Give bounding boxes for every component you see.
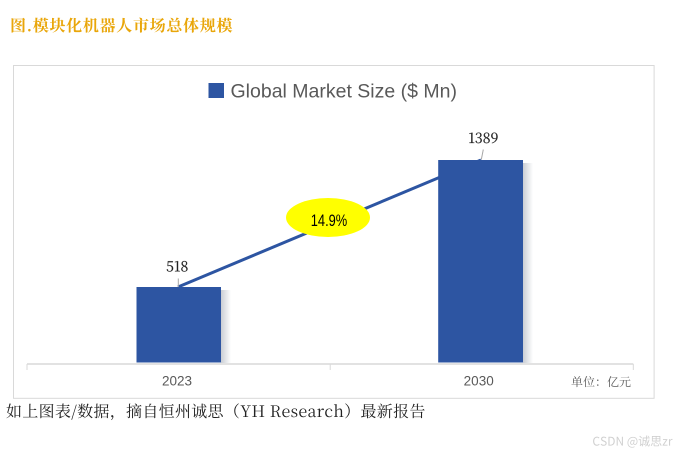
svg-text:Global Market Size ($ Mn): Global Market Size ($ Mn): [231, 81, 458, 103]
svg-text:2023: 2023: [162, 373, 192, 388]
svg-text:2030: 2030: [464, 373, 494, 388]
svg-text:14.9%: 14.9%: [311, 212, 348, 230]
